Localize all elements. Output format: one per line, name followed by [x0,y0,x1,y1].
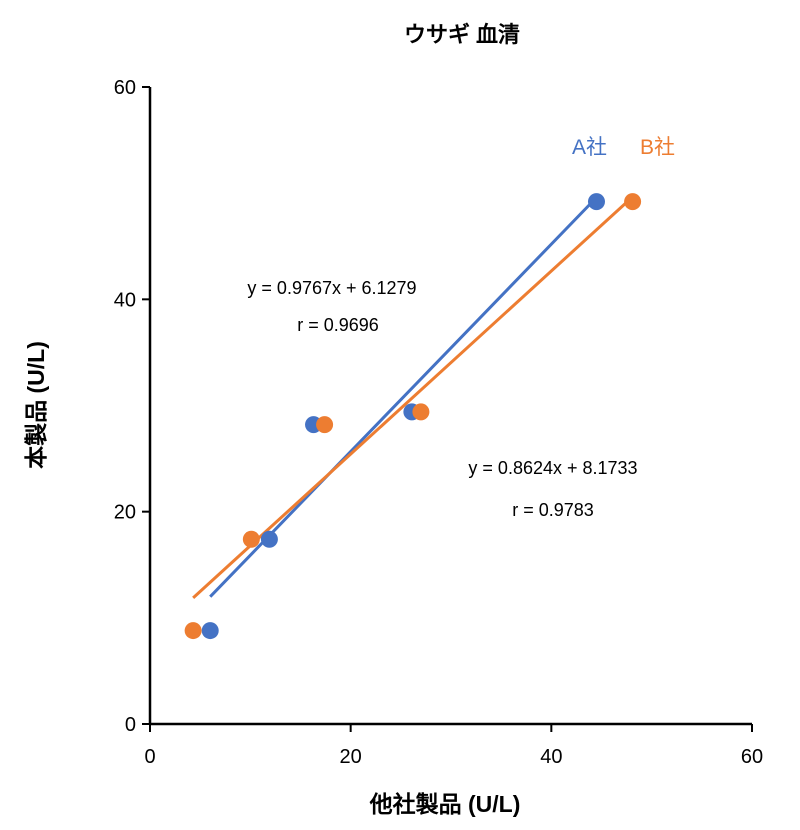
r-value-b: r = 0.9783 [512,500,594,520]
data-point-b [242,530,260,548]
x-tick-label: 40 [540,746,562,768]
y-tick-label: 40 [114,289,136,311]
data-point-a [260,530,278,548]
chart-title: ウサギ 血清 [404,22,520,47]
data-point-b [184,622,202,640]
r-value-a: r = 0.9696 [297,315,379,335]
data-point-a [201,622,219,640]
legend-a: A社 [572,136,607,159]
y-tick-label: 60 [114,77,136,99]
y-tick-label: 0 [125,714,136,736]
trendline-b [192,195,634,599]
y-tick-label: 20 [114,502,136,524]
y-axis-label: 本製品 (U/L) [23,341,49,469]
x-tick-label: 0 [144,746,155,768]
x-tick-label: 60 [741,746,763,768]
x-axis-label: 他社製品 (U/L) [369,791,521,817]
trendline-a [209,196,598,598]
legend-b: B社 [640,136,675,159]
equation-a: y = 0.9767x + 6.1279 [247,278,416,298]
data-point-b [624,193,642,211]
data-point-b [316,416,334,434]
x-tick-label: 20 [340,746,362,768]
data-point-b [412,403,430,421]
equation-b: y = 0.8624x + 8.1733 [468,458,637,478]
data-point-a [587,193,605,211]
